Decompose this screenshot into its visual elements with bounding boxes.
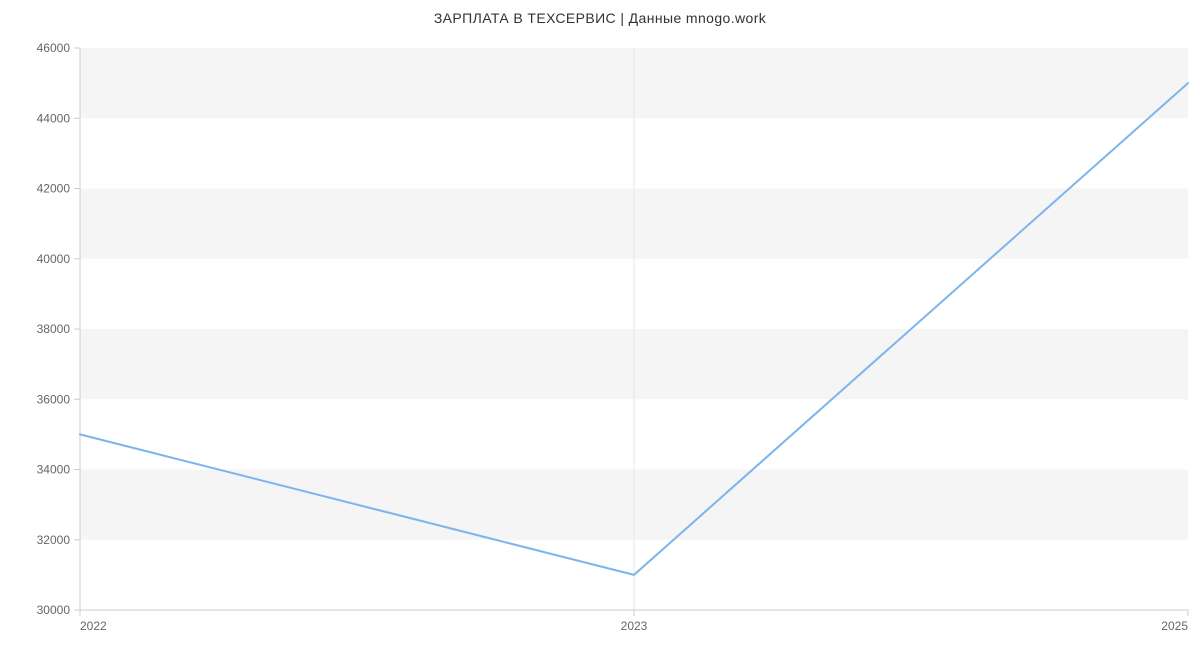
y-tick-label: 32000 bbox=[37, 533, 71, 547]
y-tick-label: 36000 bbox=[37, 392, 71, 406]
y-tick-label: 30000 bbox=[37, 603, 71, 617]
y-tick-label: 34000 bbox=[37, 463, 71, 477]
x-tick-label: 2022 bbox=[80, 619, 107, 633]
y-tick-label: 46000 bbox=[37, 41, 71, 55]
x-tick-label: 2025 bbox=[1161, 619, 1188, 633]
y-tick-label: 38000 bbox=[37, 322, 71, 336]
x-tick-label: 2023 bbox=[621, 619, 648, 633]
line-chart: 30000 32000 34000 36000 38000 40000 42000 44000… bbox=[0, 0, 1200, 650]
y-tick-label: 40000 bbox=[37, 252, 71, 266]
chart-title: ЗАРПЛАТА В ТЕХСЕРВИС | Данные mnogo.work bbox=[0, 10, 1200, 26]
y-tick-label: 44000 bbox=[37, 111, 71, 125]
y-tick-label: 42000 bbox=[37, 182, 71, 196]
